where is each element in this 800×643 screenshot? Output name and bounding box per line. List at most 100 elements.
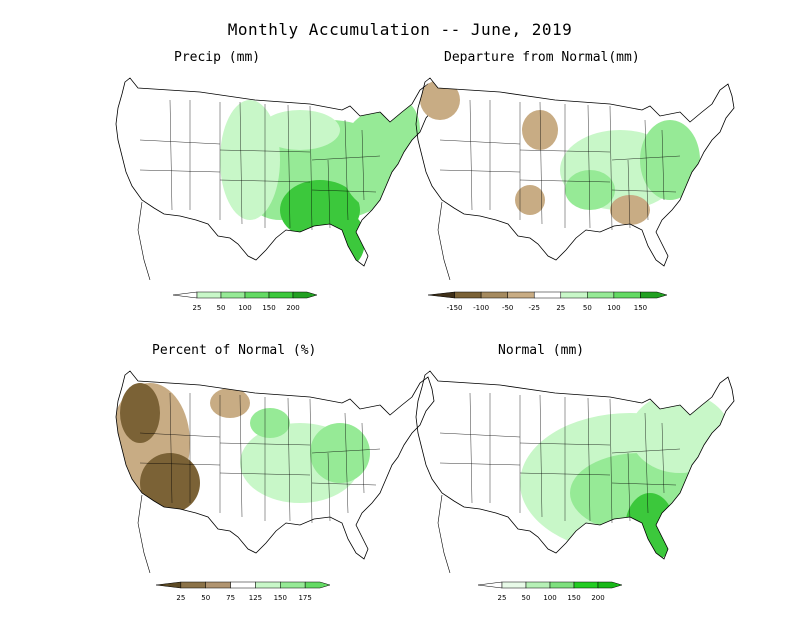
colorbar-label: 50 <box>217 304 226 312</box>
state-border <box>327 452 331 522</box>
state-border <box>439 462 521 466</box>
colorbar-swatch <box>613 291 641 299</box>
colorbar-label: 100 <box>238 304 251 312</box>
colorbar-label: 50 <box>522 594 531 602</box>
colorbar-label: -50 <box>502 304 513 312</box>
map-departure <box>415 77 735 280</box>
map-fill-region <box>610 195 650 225</box>
colorbar-swatch <box>205 581 231 589</box>
map-fill-region <box>565 170 615 210</box>
colorbar-swatch <box>573 581 599 589</box>
colorbar-swatch <box>244 291 270 299</box>
colorbar-normal: 25 50 100 150 200 <box>477 581 623 602</box>
map-fill-region <box>625 493 675 559</box>
panel-title-percent: Percent of Normal (%) <box>152 343 317 358</box>
colorbar-label: -25 <box>529 304 540 312</box>
us-outline <box>115 77 435 267</box>
map-fill-region <box>522 110 558 150</box>
panel-normal: Normal (mm) <box>380 343 760 643</box>
state-border <box>661 422 665 494</box>
colorbar-swatch <box>280 581 306 589</box>
panel-precip: Precip (mm) <box>80 50 460 350</box>
colorbar-swatch <box>587 291 615 299</box>
colorbar-swatch <box>292 291 318 299</box>
colorbar-swatch <box>220 291 246 299</box>
state-border <box>239 101 243 225</box>
colorbar-departure: -150 -100 -50 -25 25 50 100 150 <box>427 291 668 312</box>
colorbar-label: 100 <box>543 594 556 602</box>
mexico-coast <box>137 494 151 573</box>
colorbar-swatch <box>560 291 588 299</box>
panel-title-precip: Precip (mm) <box>174 50 261 65</box>
state-border <box>287 397 291 522</box>
map-fill-region <box>640 120 700 200</box>
state-border <box>611 189 677 193</box>
colorbar-label: 150 <box>262 304 275 312</box>
colorbar-swatch <box>427 291 455 299</box>
state-border <box>239 394 243 518</box>
state-border <box>311 189 377 193</box>
state-border <box>344 119 349 221</box>
mexico-coast <box>137 201 151 280</box>
colorbar-swatch <box>507 291 535 299</box>
colorbar-label: 25 <box>498 594 507 602</box>
map-fill-region <box>250 408 290 438</box>
colorbar-label: 175 <box>298 594 311 602</box>
colorbar-swatch <box>155 581 182 589</box>
colorbar-swatch <box>268 291 294 299</box>
colorbar-precip: 25 50 100 150 200 <box>172 291 318 312</box>
state-border <box>644 119 649 221</box>
state-border <box>539 394 543 518</box>
colorbar-swatch <box>180 581 206 589</box>
map-percent <box>115 370 435 573</box>
state-border <box>361 422 365 494</box>
colorbar-swatch <box>533 291 562 299</box>
colorbar-label: 50 <box>583 304 592 312</box>
map-normal <box>415 370 735 573</box>
state-border <box>169 99 173 211</box>
map-fill-region <box>140 453 200 513</box>
colorbar-swatch <box>454 291 482 299</box>
colorbar-swatch <box>525 581 551 589</box>
mexico-coast <box>437 201 451 280</box>
colorbar-swatch <box>255 581 281 589</box>
panel-title-departure: Departure from Normal(mm) <box>444 50 640 65</box>
state-border <box>609 105 613 231</box>
colorbar-label: 200 <box>591 594 604 602</box>
colorbar-label: 75 <box>226 594 235 602</box>
colorbar-swatch <box>172 291 198 299</box>
state-border <box>644 412 649 514</box>
us-outline <box>415 370 735 560</box>
state-border <box>439 139 521 145</box>
state-border <box>139 432 221 438</box>
state-border <box>469 99 473 211</box>
colorbar-label: 50 <box>201 594 210 602</box>
state-border <box>139 169 221 173</box>
state-border <box>344 412 349 514</box>
figure-title: Monthly Accumulation -- June, 2019 <box>227 20 573 39</box>
state-border <box>439 432 521 438</box>
colorbar-label: -100 <box>473 304 489 312</box>
colorbar-label: 150 <box>634 304 647 312</box>
panel-percent: Percent of Normal (%) <box>80 343 460 643</box>
us-outline <box>115 370 435 560</box>
map-fill-region <box>120 383 160 443</box>
state-border <box>139 139 221 145</box>
colorbar-percent: 25 50 75 125 150 175 <box>155 581 331 602</box>
map-precip <box>115 77 435 280</box>
colorbar-label: 25 <box>556 304 565 312</box>
state-border <box>469 392 473 504</box>
state-border <box>311 482 377 486</box>
state-border <box>587 397 591 522</box>
colorbar-swatch <box>196 291 222 299</box>
state-border <box>627 159 631 229</box>
colorbar-label: -150 <box>447 304 463 312</box>
colorbar-label: 150 <box>274 594 287 602</box>
map-fill-region <box>210 388 250 418</box>
state-border <box>169 392 173 504</box>
state-border <box>327 159 331 229</box>
map-fill-region <box>420 80 460 120</box>
panel-departure: Departure from Normal(mm) <box>380 50 760 350</box>
state-border <box>627 452 631 522</box>
state-border <box>611 482 677 486</box>
